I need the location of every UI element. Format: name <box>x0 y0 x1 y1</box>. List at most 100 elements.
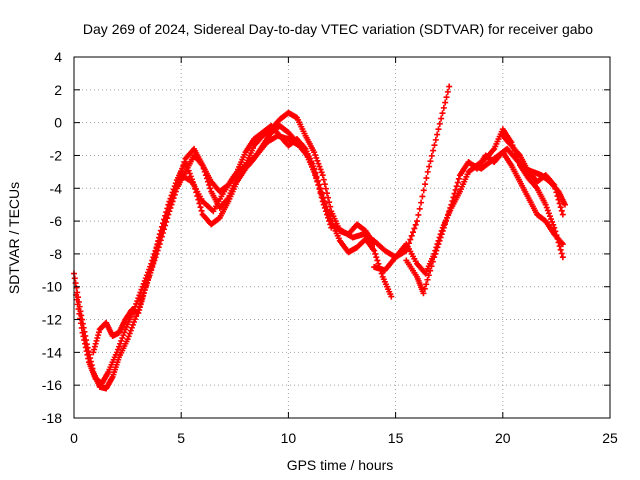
data-point-marker <box>544 207 551 214</box>
data-point-marker <box>431 142 438 149</box>
series-track-1 <box>71 122 395 392</box>
data-point-marker <box>439 110 446 117</box>
data-point-marker <box>439 227 446 234</box>
data-point-marker <box>322 185 329 192</box>
series-track-8 <box>499 132 566 218</box>
data-point-marker <box>438 231 445 238</box>
data-point-marker <box>546 213 553 220</box>
data-point-marker <box>315 160 322 167</box>
data-point-marker <box>207 185 214 192</box>
x-tick-label: 10 <box>281 430 297 446</box>
data-point-marker <box>542 201 549 208</box>
chart-title: Day 269 of 2024, Sidereal Day-to-day VTE… <box>83 21 593 37</box>
data-point-marker <box>428 263 435 270</box>
data-point-marker <box>440 104 447 111</box>
data-point-marker <box>83 348 90 355</box>
x-tick-label: 5 <box>177 430 185 446</box>
data-point-marker <box>71 275 78 282</box>
data-point-marker <box>129 321 136 328</box>
data-point-marker <box>137 301 144 308</box>
data-point-marker <box>440 224 447 231</box>
data-points <box>71 83 568 392</box>
data-point-marker <box>372 250 379 257</box>
data-point-marker <box>434 131 441 138</box>
data-point-marker <box>308 159 315 166</box>
data-point-marker <box>326 216 333 223</box>
data-point-marker <box>159 229 166 236</box>
data-point-marker <box>435 126 442 133</box>
data-point-marker <box>81 340 88 347</box>
data-point-marker <box>418 199 425 206</box>
data-point-marker <box>322 203 329 210</box>
data-point-marker <box>559 211 566 218</box>
data-point-marker <box>557 246 564 253</box>
y-tick-label: -6 <box>50 213 63 229</box>
data-point-marker <box>324 207 331 214</box>
data-point-marker <box>166 208 173 215</box>
data-point-marker <box>167 204 174 211</box>
data-point-marker <box>314 177 321 184</box>
plot-frame <box>73 56 611 419</box>
data-point-marker <box>448 201 455 208</box>
data-point-marker <box>148 267 155 274</box>
data-point-marker <box>446 208 453 215</box>
data-point-marker <box>412 221 419 228</box>
data-point-marker <box>198 207 205 214</box>
data-point-marker <box>410 229 417 236</box>
data-point-marker <box>181 159 188 166</box>
data-point-marker <box>373 254 380 261</box>
data-point-marker <box>556 200 563 207</box>
data-point-marker <box>444 214 451 221</box>
data-point-marker <box>445 211 452 218</box>
data-point-marker <box>423 175 430 182</box>
data-point-marker <box>316 163 323 170</box>
data-point-marker <box>127 327 134 334</box>
data-point-marker <box>163 218 170 225</box>
data-point-marker <box>431 254 438 261</box>
data-point-marker <box>180 162 187 169</box>
data-point-marker <box>169 198 176 205</box>
data-point-marker <box>312 170 319 177</box>
y-tick-label: 4 <box>54 49 62 65</box>
data-point-marker <box>124 336 131 343</box>
data-point-marker <box>455 175 462 182</box>
data-point-marker <box>195 196 202 203</box>
data-point-marker <box>313 154 320 161</box>
data-point-marker <box>558 250 565 257</box>
data-point-marker <box>116 343 123 350</box>
data-point-marker <box>156 241 163 248</box>
data-point-marker <box>543 204 550 211</box>
grid-lines <box>74 57 610 418</box>
data-point-marker <box>161 226 168 233</box>
data-point-marker <box>442 99 449 106</box>
x-tick-label: 15 <box>388 430 404 446</box>
data-point-marker <box>170 195 177 202</box>
data-point-marker <box>121 329 128 336</box>
data-point-marker <box>149 264 156 271</box>
data-point-marker <box>414 218 421 225</box>
series-track-2 <box>73 109 378 387</box>
data-point-marker <box>95 332 102 339</box>
data-point-marker <box>94 335 101 342</box>
data-point-marker <box>553 189 560 196</box>
series-track-4 <box>178 83 453 261</box>
data-point-marker <box>179 165 186 172</box>
data-point-marker <box>317 185 324 192</box>
y-axis-label: SDTVAR / TECUs <box>6 182 22 294</box>
data-point-marker <box>152 254 159 261</box>
data-point-marker <box>306 155 313 162</box>
data-point-marker <box>319 172 326 179</box>
data-point-marker <box>135 309 142 316</box>
data-point-marker <box>92 340 99 347</box>
data-point-marker <box>73 296 80 303</box>
data-point-marker <box>155 244 162 251</box>
data-point-marker <box>427 158 434 165</box>
data-point-marker <box>197 204 204 211</box>
axis-ticks: 0 5 10 15 20 25 -18 -16 -14 -12 -10 -8 -6 -4 -2 0 2 4 <box>42 49 618 446</box>
x-tick-label: 25 <box>602 430 618 446</box>
data-point-marker <box>91 343 98 350</box>
data-point-marker <box>320 194 327 201</box>
data-point-marker <box>139 283 146 290</box>
y-tick-label: -10 <box>42 279 62 295</box>
